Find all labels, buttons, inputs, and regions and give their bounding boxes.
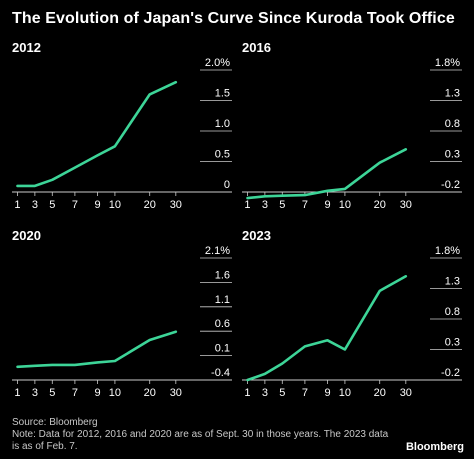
x-tick-label: 3: [32, 387, 38, 399]
y-tick-label: -0.2: [441, 179, 460, 191]
x-tick-label: 10: [339, 199, 351, 211]
chart-panel-2023: 2023 1.8% 1.3 0.8 0.3 -0.2 1 3 5 7 9 10 20 30: [242, 228, 462, 413]
y-tick-label: 0.8: [445, 118, 460, 130]
x-tick-label: 9: [94, 387, 100, 399]
x-tick-label: 30: [170, 199, 182, 211]
y-tick-label: 1.3: [445, 88, 460, 100]
x-tick-label: 5: [49, 387, 55, 399]
y-tick-label: 1.6: [215, 269, 230, 281]
line-chart: 2.0% 1.5 1.0 0.5 0 1 3 5 7 9 10 20 30: [12, 57, 232, 211]
x-tick-label: 7: [302, 199, 308, 211]
x-tick-label: 30: [400, 387, 412, 399]
x-tick-label: 20: [374, 199, 386, 211]
x-tick-label: 5: [49, 199, 55, 211]
y-tick-label: 2.1%: [205, 245, 230, 257]
y-tick-label: 2.0%: [205, 57, 230, 69]
x-tick-label: 9: [324, 199, 330, 211]
series-line: [16, 330, 178, 369]
x-tick-label: 20: [144, 199, 156, 211]
series-line: [246, 274, 408, 382]
x-tick-label: 9: [324, 387, 330, 399]
y-tick-label: -0.2: [441, 367, 460, 379]
chart-panel-2020: 2020 2.1% 1.6 1.1 0.6 0.1 -0.4 1 3 5 7 9 10 20 30: [12, 228, 232, 413]
y-tick-label: 1.5: [215, 88, 230, 100]
chart-panel-2012: 2012 2.0% 1.5 1.0 0.5 0 1 3 5 7 9 10 20 30: [12, 40, 232, 225]
chart-title: 2016: [242, 40, 271, 55]
y-tick-label: 1.3: [445, 276, 460, 288]
y-tick-label: -0.4: [211, 367, 230, 379]
x-tick-label: 7: [72, 387, 78, 399]
line-chart: 2.1% 1.6 1.1 0.6 0.1 -0.4 1 3 5 7 9 10 20 30: [12, 245, 232, 399]
x-tick-label: 10: [109, 387, 121, 399]
x-tick-label: 10: [109, 199, 121, 211]
y-tick-label: 1.1: [215, 294, 230, 306]
x-tick-label: 9: [94, 199, 100, 211]
chart-title: 2012: [12, 40, 41, 55]
x-tick-label: 30: [400, 199, 412, 211]
line-chart: 1.8% 1.3 0.8 0.3 -0.2 1 3 5 7 9 10 20 30: [242, 245, 462, 399]
x-tick-label: 3: [262, 199, 268, 211]
x-tick-label: 20: [144, 387, 156, 399]
chart-title: 2023: [242, 228, 271, 243]
x-tick-label: 5: [279, 387, 285, 399]
x-tick-label: 3: [32, 199, 38, 211]
y-tick-label: 0.1: [215, 343, 230, 355]
x-tick-label: 20: [374, 387, 386, 399]
chart-title: 2020: [12, 228, 41, 243]
y-tick-label: 0.8: [445, 306, 460, 318]
page-title: The Evolution of Japan's Curve Since Kur…: [12, 10, 455, 27]
bloomberg-logo: Bloomberg: [405, 441, 464, 453]
source-note: Source: Bloomberg: [12, 417, 98, 428]
y-tick-label: 1.8%: [435, 57, 460, 69]
series-line: [16, 80, 178, 188]
y-tick-label: 0.5: [215, 149, 230, 161]
y-tick-label: 1.8%: [435, 245, 460, 257]
x-tick-label: 1: [14, 199, 20, 211]
y-tick-label: 0.6: [215, 318, 230, 330]
y-tick-label: 0.3: [445, 337, 460, 349]
x-tick-label: 1: [244, 387, 250, 399]
footer: Source: Bloomberg Note: Data for 2012, 2…: [12, 417, 392, 453]
y-tick-label: 0: [224, 179, 230, 191]
x-tick-label: 1: [244, 199, 250, 211]
line-chart: 1.8% 1.3 0.8 0.3 -0.2 1 3 5 7 9 10 20 30: [242, 57, 462, 211]
x-tick-label: 7: [72, 199, 78, 211]
x-tick-label: 10: [339, 387, 351, 399]
x-tick-label: 30: [170, 387, 182, 399]
y-tick-label: 0.3: [445, 149, 460, 161]
x-tick-label: 3: [262, 387, 268, 399]
y-tick-label: 1.0: [215, 118, 230, 130]
series-line: [246, 148, 408, 200]
x-tick-label: 5: [279, 199, 285, 211]
x-tick-label: 1: [14, 387, 20, 399]
x-tick-label: 7: [302, 387, 308, 399]
data-note: Note: Data for 2012, 2016 and 2020 are a…: [12, 429, 389, 452]
chart-panel-2016: 2016 1.8% 1.3 0.8 0.3 -0.2 1 3 5 7 9 10 20 30: [242, 40, 462, 225]
